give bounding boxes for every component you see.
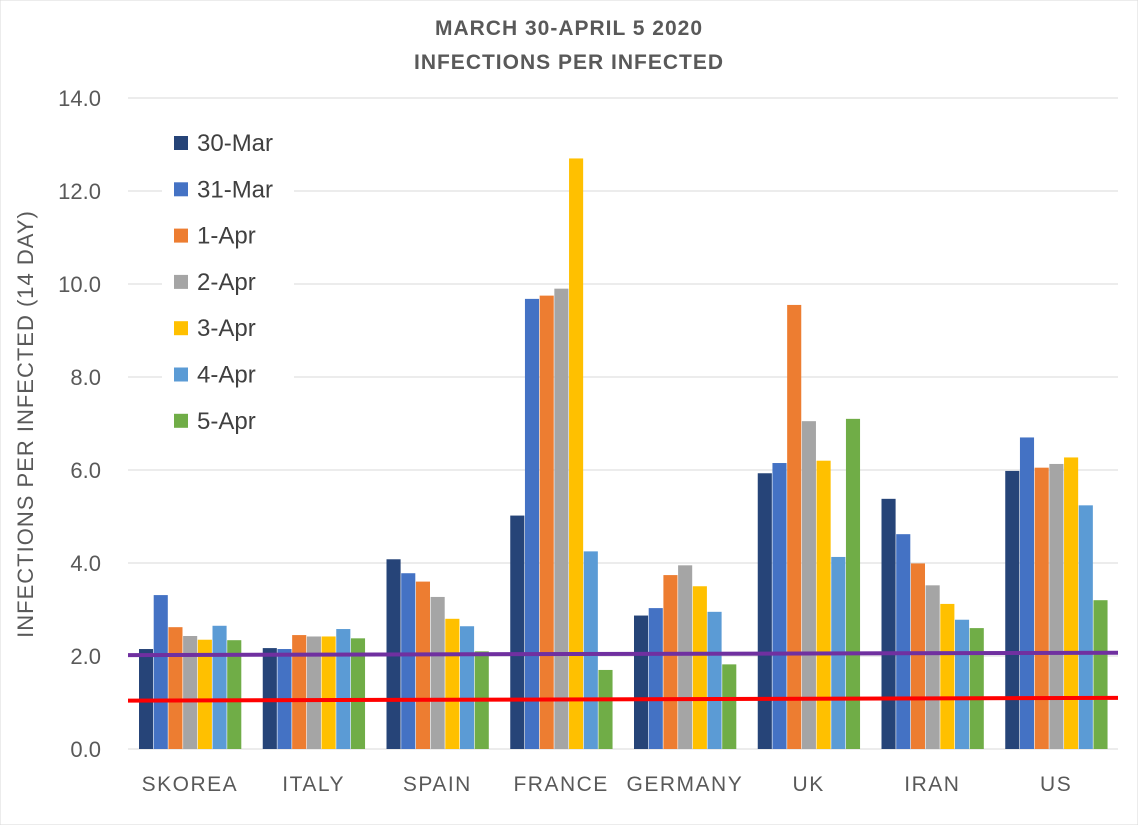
legend-label: 2-Apr bbox=[197, 269, 256, 296]
bar bbox=[212, 625, 227, 749]
bar bbox=[350, 638, 366, 749]
bar bbox=[1049, 463, 1064, 749]
bar bbox=[430, 596, 445, 749]
legend-swatch bbox=[174, 228, 188, 243]
bar bbox=[634, 615, 649, 749]
bar bbox=[663, 575, 678, 749]
bar bbox=[569, 158, 584, 749]
y-tick-label: 10.0 bbox=[58, 272, 101, 297]
y-axis-label: INFECTIONS PER INFECTED (14 DAY) bbox=[13, 210, 38, 638]
x-tick-label: SPAIN bbox=[403, 773, 472, 796]
bar bbox=[539, 295, 554, 749]
bar bbox=[787, 304, 802, 749]
bar bbox=[881, 498, 896, 749]
bar bbox=[772, 463, 787, 749]
bar bbox=[524, 298, 540, 749]
bar bbox=[845, 418, 861, 749]
bar bbox=[707, 611, 722, 749]
legend-swatch bbox=[174, 182, 188, 197]
bar bbox=[910, 563, 925, 749]
x-tick-label: US bbox=[1040, 773, 1072, 796]
x-tick-label: GERMANY bbox=[627, 773, 744, 796]
legend-swatch bbox=[174, 321, 188, 336]
bar bbox=[801, 421, 816, 749]
y-tick-label: 2.0 bbox=[70, 644, 101, 669]
legend-label: 4-Apr bbox=[197, 362, 256, 389]
x-tick-label: FRANCE bbox=[513, 773, 608, 796]
bar bbox=[183, 636, 198, 749]
y-tick-label: 0.0 bbox=[70, 737, 101, 762]
bar bbox=[816, 460, 831, 749]
legend-label: 1-Apr bbox=[197, 223, 256, 250]
x-tick-label: ITALY bbox=[282, 773, 345, 796]
bar bbox=[1019, 437, 1035, 749]
bars bbox=[139, 158, 1108, 749]
bar bbox=[554, 288, 569, 749]
bar bbox=[969, 628, 984, 749]
bar bbox=[940, 603, 955, 749]
bar bbox=[306, 636, 321, 749]
bar bbox=[460, 626, 475, 749]
bar bbox=[153, 595, 168, 749]
bar bbox=[1078, 505, 1093, 749]
bar bbox=[692, 586, 707, 749]
y-tick-label: 4.0 bbox=[70, 551, 101, 576]
bar bbox=[1005, 470, 1020, 749]
bar bbox=[401, 573, 416, 749]
x-tick-label: IRAN bbox=[904, 773, 960, 796]
bar bbox=[445, 618, 460, 749]
bar bbox=[292, 635, 307, 749]
bar bbox=[896, 534, 911, 749]
x-tick-label: SKOREA bbox=[142, 773, 239, 796]
bar bbox=[648, 608, 663, 749]
y-tick-label: 6.0 bbox=[70, 458, 101, 483]
reference-line bbox=[127, 650, 1119, 658]
reference-lines bbox=[127, 650, 1119, 703]
bar bbox=[197, 639, 212, 749]
legend-swatch bbox=[174, 136, 188, 150]
y-axis-ticks: 0.0 2.0 4.0 6.0 8.0 10.0 12.0 14.0 bbox=[58, 86, 101, 762]
legend-swatch bbox=[174, 367, 188, 382]
x-axis-ticks: SKOREA ITALY SPAIN FRANCE GERMANY UK IRAN US bbox=[142, 773, 1072, 796]
bar bbox=[757, 473, 772, 749]
reference-line bbox=[127, 695, 1119, 703]
bar bbox=[1064, 457, 1079, 749]
y-tick-label: 14.0 bbox=[58, 86, 101, 111]
legend-swatch bbox=[174, 413, 188, 428]
legend: 30-Mar 31-Mar 1-Apr 2-Apr 3-Apr 4-Apr 5-Apr bbox=[162, 120, 294, 445]
y-tick-label: 8.0 bbox=[70, 365, 101, 390]
bar bbox=[955, 619, 970, 749]
legend-label: 31-Mar bbox=[197, 176, 273, 203]
bar bbox=[336, 629, 351, 749]
bar bbox=[722, 664, 737, 749]
bar bbox=[321, 636, 336, 749]
bar bbox=[583, 551, 598, 749]
bar bbox=[598, 669, 613, 749]
bar bbox=[168, 627, 183, 749]
legend-label: 5-Apr bbox=[197, 408, 256, 435]
bar bbox=[1093, 600, 1108, 749]
legend-swatch bbox=[174, 274, 188, 289]
bar bbox=[1034, 467, 1049, 749]
chart-subtitle: INFECTIONS PER INFECTED bbox=[414, 51, 724, 74]
legend-label: 30-Mar bbox=[197, 130, 273, 157]
bar bbox=[415, 581, 430, 749]
legend-label: 3-Apr bbox=[197, 315, 256, 342]
x-tick-label: UK bbox=[793, 773, 825, 796]
y-tick-label: 12.0 bbox=[58, 179, 101, 204]
bar bbox=[510, 515, 525, 749]
bar bbox=[227, 640, 242, 749]
bar bbox=[678, 565, 693, 749]
chart-title: MARCH 30-APRIL 5 2020 bbox=[435, 17, 703, 40]
bar bbox=[925, 585, 940, 749]
